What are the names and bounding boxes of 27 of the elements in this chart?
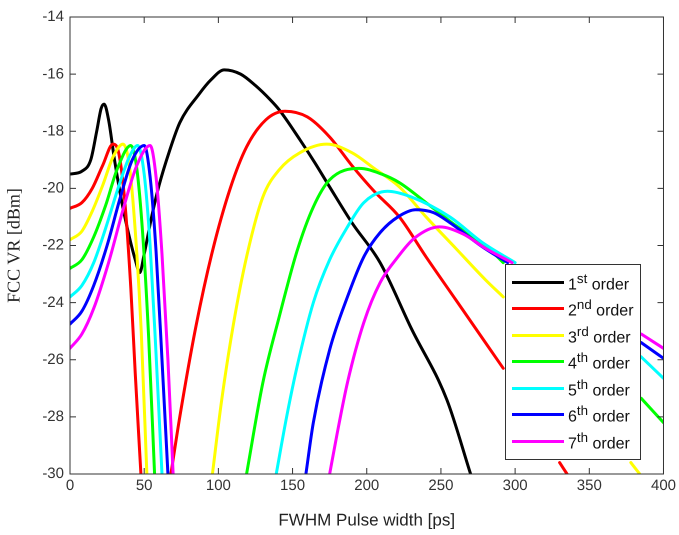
legend-label: 7$^{th}$ order (568, 430, 630, 453)
x-tick-label: 350 (576, 477, 602, 494)
y-tick-label: -18 (42, 122, 64, 140)
x-tick-label: 400 (650, 477, 676, 494)
y-tick-label: -14 (42, 8, 64, 26)
x-tick-label: 0 (66, 477, 74, 494)
y-tick-label: -26 (42, 350, 64, 368)
y-tick-label: -16 (42, 65, 64, 82)
y-tick-label: -30 (42, 465, 64, 482)
legend-label: 6$^{th}$ order (568, 403, 630, 426)
legend-label: 4$^{th}$ order (568, 350, 630, 374)
x-tick-label: 50 (136, 477, 153, 494)
y-axis-title: FCC VR [dBm] (4, 188, 24, 303)
y-tick-label: -20 (42, 180, 64, 197)
y-tick-label: -28 (42, 408, 64, 426)
y-tick-label: -22 (42, 236, 64, 254)
legend-label: 1$^{st}$ order (568, 270, 630, 294)
legend-label: 2$^{nd}$ order (568, 297, 634, 320)
x-tick-label: 250 (428, 477, 454, 494)
y-tick-label: -24 (42, 294, 64, 311)
x-tick-label: 200 (354, 477, 380, 494)
x-tick-label: 300 (502, 477, 528, 494)
x-axis-title: FWHM Pulse width [ps] (278, 510, 456, 530)
legend-label: 3$^{rd}$ order (568, 324, 631, 347)
x-tick-label: 100 (206, 477, 231, 494)
legend-label: 5$^{th}$ order (568, 376, 630, 400)
x-tick-label: 150 (280, 477, 306, 494)
